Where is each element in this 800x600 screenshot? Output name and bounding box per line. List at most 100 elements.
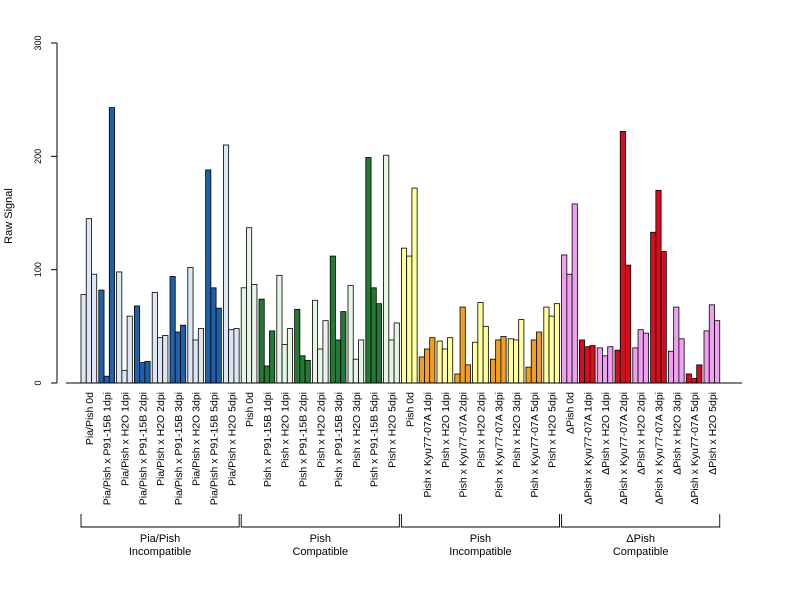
- bar: [441, 348, 448, 384]
- bar: [650, 231, 657, 384]
- bar: [192, 339, 199, 384]
- x-tick-label: Pish x H2O 3dpi: [511, 392, 523, 468]
- bar: [85, 218, 92, 384]
- bar: [80, 294, 87, 384]
- bar: [151, 291, 158, 384]
- bar: [589, 345, 596, 384]
- bar: [418, 356, 425, 384]
- x-tick-label: ΔPish x H2O 2dpi: [636, 392, 648, 475]
- bar: [246, 227, 253, 384]
- bar: [91, 273, 98, 384]
- x-tick-label: Pish x Kyu77-07A 5dpi: [529, 392, 541, 498]
- bar: [579, 339, 586, 384]
- bar: [685, 373, 692, 384]
- bar: [530, 339, 537, 384]
- bar: [429, 337, 436, 384]
- group-label-line2: Compatible: [292, 546, 348, 558]
- bar: [347, 285, 354, 384]
- bar: [447, 337, 454, 384]
- bar: [489, 358, 497, 384]
- bar: [162, 334, 169, 384]
- bar: [406, 255, 413, 384]
- bar: [673, 306, 680, 384]
- bar: [329, 255, 336, 384]
- bar: [548, 315, 555, 384]
- bar: [518, 319, 525, 384]
- bar: [495, 339, 502, 384]
- bar: [233, 328, 240, 384]
- bar: [210, 287, 217, 384]
- group-bracket: [80, 514, 240, 528]
- x-tick-label: Pia/Pish x P91-15B 5dpi: [208, 392, 220, 505]
- bar: [299, 355, 306, 384]
- x-tick-label: Pish x H2O 5dpi: [386, 392, 398, 468]
- group-label-line2: Compatible: [613, 546, 669, 558]
- bar: [133, 305, 141, 384]
- bar: [263, 365, 270, 384]
- bar: [459, 306, 466, 384]
- bar: [358, 339, 365, 384]
- bar: [602, 355, 609, 384]
- bar: [482, 325, 489, 384]
- bar: [98, 289, 105, 384]
- x-tick-label: Pia/Pish x H2O 2dpi: [155, 392, 167, 486]
- bar: [566, 273, 573, 384]
- bar: [116, 271, 123, 384]
- x-tick-label: Pish x Kyu77-07A 1dpi: [422, 392, 434, 498]
- bar: [637, 329, 644, 384]
- x-tick-label: ΔPish x H2O 3dpi: [671, 392, 683, 475]
- bar: [536, 331, 543, 384]
- bar: [205, 169, 212, 384]
- bar: [632, 347, 639, 384]
- bar: [375, 303, 382, 384]
- group-bracket: [561, 514, 721, 528]
- bar: [222, 144, 230, 384]
- bar: [121, 370, 128, 384]
- group-label-line1: ΔPish: [626, 533, 655, 545]
- bar: [691, 378, 698, 384]
- bar: [500, 336, 507, 384]
- bar: [596, 347, 603, 384]
- x-tick-label: Pish 0d: [404, 392, 416, 427]
- group-brackets: Pia/PishIncompatiblePishCompatiblePishIn…: [80, 514, 721, 558]
- bar: [619, 130, 626, 384]
- x-tick-label: Pia/Pish 0d: [84, 392, 96, 445]
- bar: [464, 364, 471, 384]
- x-tick-label: ΔPish x H2O 1dpi: [600, 392, 612, 475]
- bar: [383, 154, 390, 384]
- group-label-line1: Pish: [310, 533, 331, 545]
- x-tick-label: Pia/Pish x P91-15B 1dpi: [102, 392, 114, 505]
- bar: [400, 247, 408, 384]
- bar: [304, 359, 311, 384]
- bar: [714, 320, 721, 384]
- bar: [180, 324, 187, 384]
- bar: [584, 346, 591, 384]
- bar: [543, 306, 550, 384]
- bar: [240, 287, 247, 384]
- bar: [561, 254, 568, 384]
- bar: [703, 330, 710, 384]
- x-tick-label: Pia/Pish x H2O 5dpi: [226, 392, 238, 486]
- x-tick-label: Pish x H2O 3dpi: [351, 392, 363, 468]
- x-tick-label: Pia/Pish x P91-15B 3dpi: [173, 392, 185, 505]
- bar: [507, 338, 514, 384]
- bar: [215, 307, 222, 384]
- x-tick-label: Pish x Kyu77-07A 3dpi: [493, 392, 505, 498]
- bar: [472, 341, 479, 384]
- bar: [286, 328, 293, 384]
- bar: [322, 320, 329, 384]
- bar: [281, 344, 288, 384]
- bar: [393, 322, 400, 384]
- bar: [708, 304, 715, 384]
- bar: [294, 308, 301, 384]
- x-tick-label: Pish x H2O 5dpi: [547, 392, 559, 468]
- x-tick-label: Pish x H2O 1dpi: [440, 392, 452, 468]
- bar: [126, 315, 133, 384]
- y-tick-label: 200: [33, 149, 43, 164]
- bar: [317, 348, 324, 384]
- bar: [174, 331, 181, 384]
- bar: [311, 299, 319, 384]
- bar: [388, 339, 395, 384]
- y-tick-label: 100: [33, 262, 43, 277]
- bar: [370, 287, 377, 384]
